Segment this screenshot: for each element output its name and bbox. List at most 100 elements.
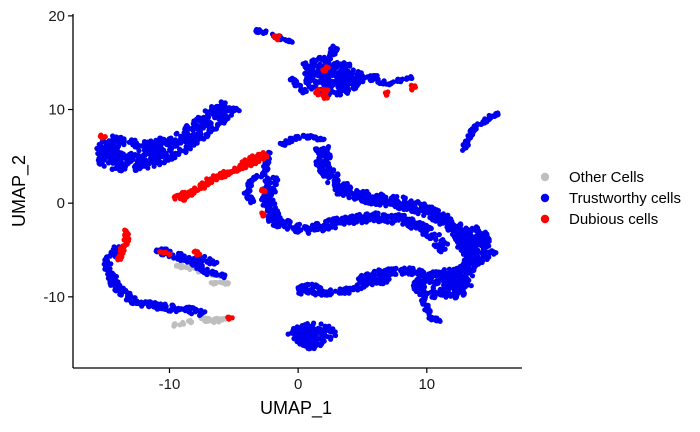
trustworthy-cells-point [325,73,331,80]
trustworthy-cells-point [287,76,293,83]
trustworthy-cells-point [433,237,439,243]
trustworthy-cells-point [269,216,275,222]
legend-label: Trustworthy cells [569,190,681,207]
trustworthy-cells-point [330,326,336,332]
trustworthy-cells-point [108,282,114,288]
dubious-cells-point [274,34,281,41]
trustworthy-cells-point [201,114,207,120]
trustworthy-cells-point [474,254,480,261]
trustworthy-cells-point [462,231,468,237]
trustworthy-cells-point [222,104,229,110]
trustworthy-cells-point [378,218,384,224]
trustworthy-cells-point [414,288,420,294]
dubious-cells-point [323,87,329,93]
trustworthy-cells-point [162,151,168,157]
trustworthy-cells-point [199,266,205,272]
trustworthy-cells-point [150,301,156,307]
other-cells-point [211,281,217,287]
trustworthy-cells-point [455,280,461,286]
trustworthy-cells-point [148,138,154,144]
trustworthy-cells-point [390,193,396,199]
dubious-cells-point [248,163,254,169]
trustworthy-cells-point [214,103,220,110]
trustworthy-cells-point [373,192,380,199]
trustworthy-cells-point [408,204,415,210]
dubious-cells-point [409,83,415,89]
trustworthy-cells-point [121,138,127,144]
trustworthy-cells-point [444,216,450,222]
trustworthy-cells-point [196,123,202,129]
trustworthy-cells-point [339,88,345,94]
trustworthy-cells-point [202,253,208,260]
trustworthy-cells-point [163,304,169,310]
trustworthy-cells-point [442,239,448,246]
dubious-cells-point [189,190,195,196]
trustworthy-cells-point [106,266,112,272]
trustworthy-cells-point [325,217,331,223]
trustworthy-cells-point [204,133,210,140]
trustworthy-cells-point [298,338,304,344]
trustworthy-cells-point [302,64,308,70]
trustworthy-cells-point [122,154,128,160]
trustworthy-cells-point [363,189,370,195]
trustworthy-cells-point [358,272,365,279]
trustworthy-cells-point [293,78,300,84]
dubious-cells-point [221,168,227,175]
trustworthy-cells-point [229,107,235,114]
trustworthy-cells-point [340,80,346,86]
trustworthy-cells-point [430,217,436,223]
trustworthy-cells-point [393,212,399,218]
dubious-cells-point [322,68,328,74]
trustworthy-cells-point [353,85,359,91]
trustworthy-cells-point [134,298,140,304]
trustworthy-cells-point [105,160,112,166]
trustworthy-cells-point [105,271,111,277]
trustworthy-cells-point [446,266,452,272]
x-tick-label: -10 [159,376,181,393]
trustworthy-cells-point [221,120,227,126]
trustworthy-cells-point [270,189,276,195]
trustworthy-cells-point [455,244,461,250]
trustworthy-cells-point [430,286,436,292]
trustworthy-cells-point [405,223,411,229]
trustworthy-cells-point [327,165,333,171]
trustworthy-cells-point [437,287,443,293]
trustworthy-cells-point [446,282,452,288]
trustworthy-cells-point [476,232,482,238]
trustworthy-cells-point [441,246,447,252]
trustworthy-cells-point [385,275,391,282]
trustworthy-cells-point [321,82,327,88]
trustworthy-cells-point [191,260,197,266]
trustworthy-cells-point [108,155,114,161]
trustworthy-cells-point [103,154,109,160]
trustworthy-cells-point [109,270,115,276]
trustworthy-cells-point [354,218,360,224]
trustworthy-cells-point [421,269,427,275]
trustworthy-cells-point [268,202,274,208]
trustworthy-cells-point [363,211,369,217]
trustworthy-cells-point [318,321,324,327]
trustworthy-cells-point [428,233,434,239]
trustworthy-cells-point [219,114,225,120]
trustworthy-cells-point [369,76,375,82]
trustworthy-cells-point [317,137,323,143]
trustworthy-cells-point [306,287,312,293]
trustworthy-cells-point [202,309,208,315]
trustworthy-cells-point [260,195,266,201]
trustworthy-cells-point [219,271,225,277]
trustworthy-cells-point [312,292,319,298]
trustworthy-cells-point [175,253,181,259]
trustworthy-cells-point [267,193,273,200]
other-cells-point [177,262,183,268]
trustworthy-cells-point [468,283,474,289]
trustworthy-cells-point [120,165,126,171]
trustworthy-cells-point [420,231,426,237]
trustworthy-cells-point [180,137,187,143]
trustworthy-cells-point [465,251,471,257]
dubious-cells-point [262,188,268,194]
trustworthy-cells-point [270,174,276,180]
trustworthy-cells-point [113,288,119,294]
trustworthy-cells-point [275,217,281,223]
trustworthy-cells-point [433,271,439,277]
trustworthy-cells-point [346,80,352,86]
